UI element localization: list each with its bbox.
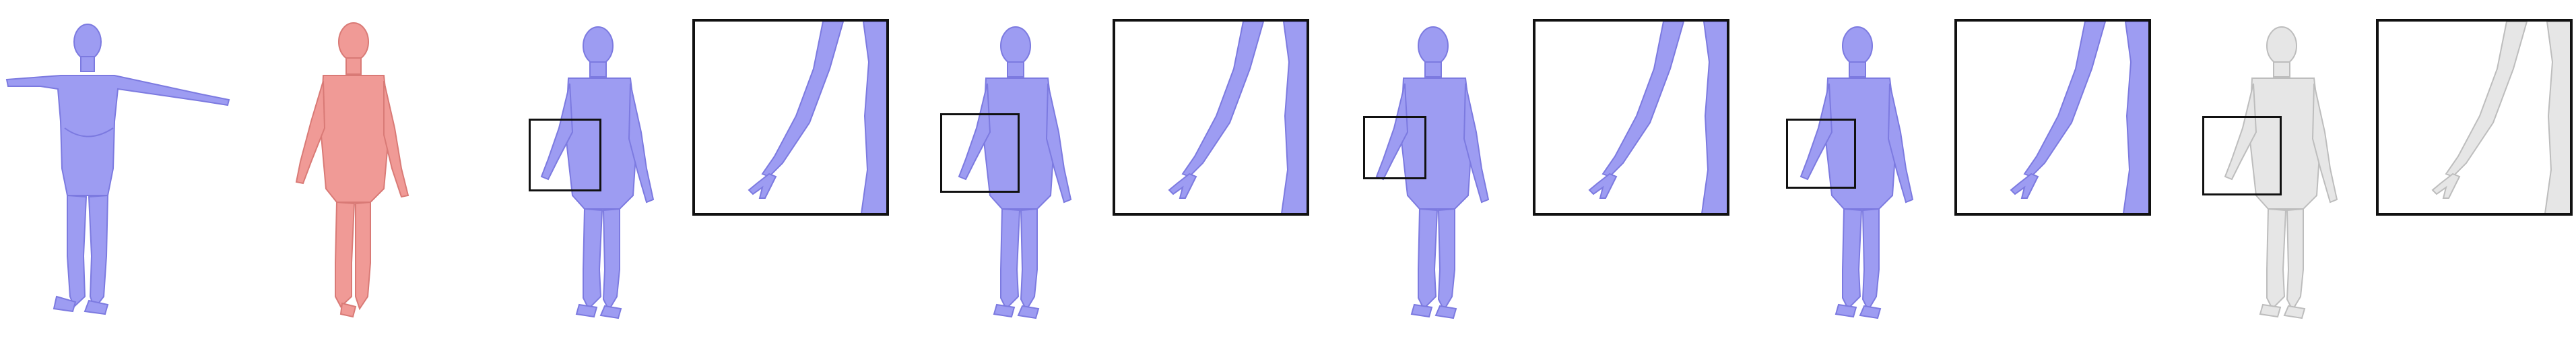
result-3-zoomed-arm xyxy=(1588,22,1727,213)
panel-template-tpose xyxy=(0,0,256,337)
result-3-zoom-inset xyxy=(1533,19,1729,216)
result-2-zoom-region xyxy=(940,113,1020,193)
result-4-zoom-region xyxy=(1786,119,1856,189)
result-2-zoom-inset xyxy=(1113,19,1309,216)
result-5-body-mesh xyxy=(2224,26,2338,319)
result-1-zoom-inset xyxy=(692,19,889,216)
target-body-mesh xyxy=(295,22,409,318)
result-3-body-mesh xyxy=(1375,26,1490,319)
result-3-zoom-region xyxy=(1363,116,1426,179)
result-1-zoomed-arm xyxy=(748,22,886,213)
result-4-body-mesh xyxy=(1799,26,1914,319)
result-1-body-mesh xyxy=(540,26,655,319)
result-5-zoom-inset xyxy=(2376,19,2573,216)
result-5-zoom-region xyxy=(2202,116,2282,195)
result-2-zoomed-arm xyxy=(1168,22,1307,213)
result-4-zoom-inset xyxy=(1954,19,2151,216)
panel-target xyxy=(276,0,438,337)
result-1-zoom-region xyxy=(529,119,601,191)
tpose-body-mesh xyxy=(5,24,230,315)
result-4-zoomed-arm xyxy=(2010,22,2148,213)
result-5-zoomed-arm xyxy=(2431,22,2570,213)
